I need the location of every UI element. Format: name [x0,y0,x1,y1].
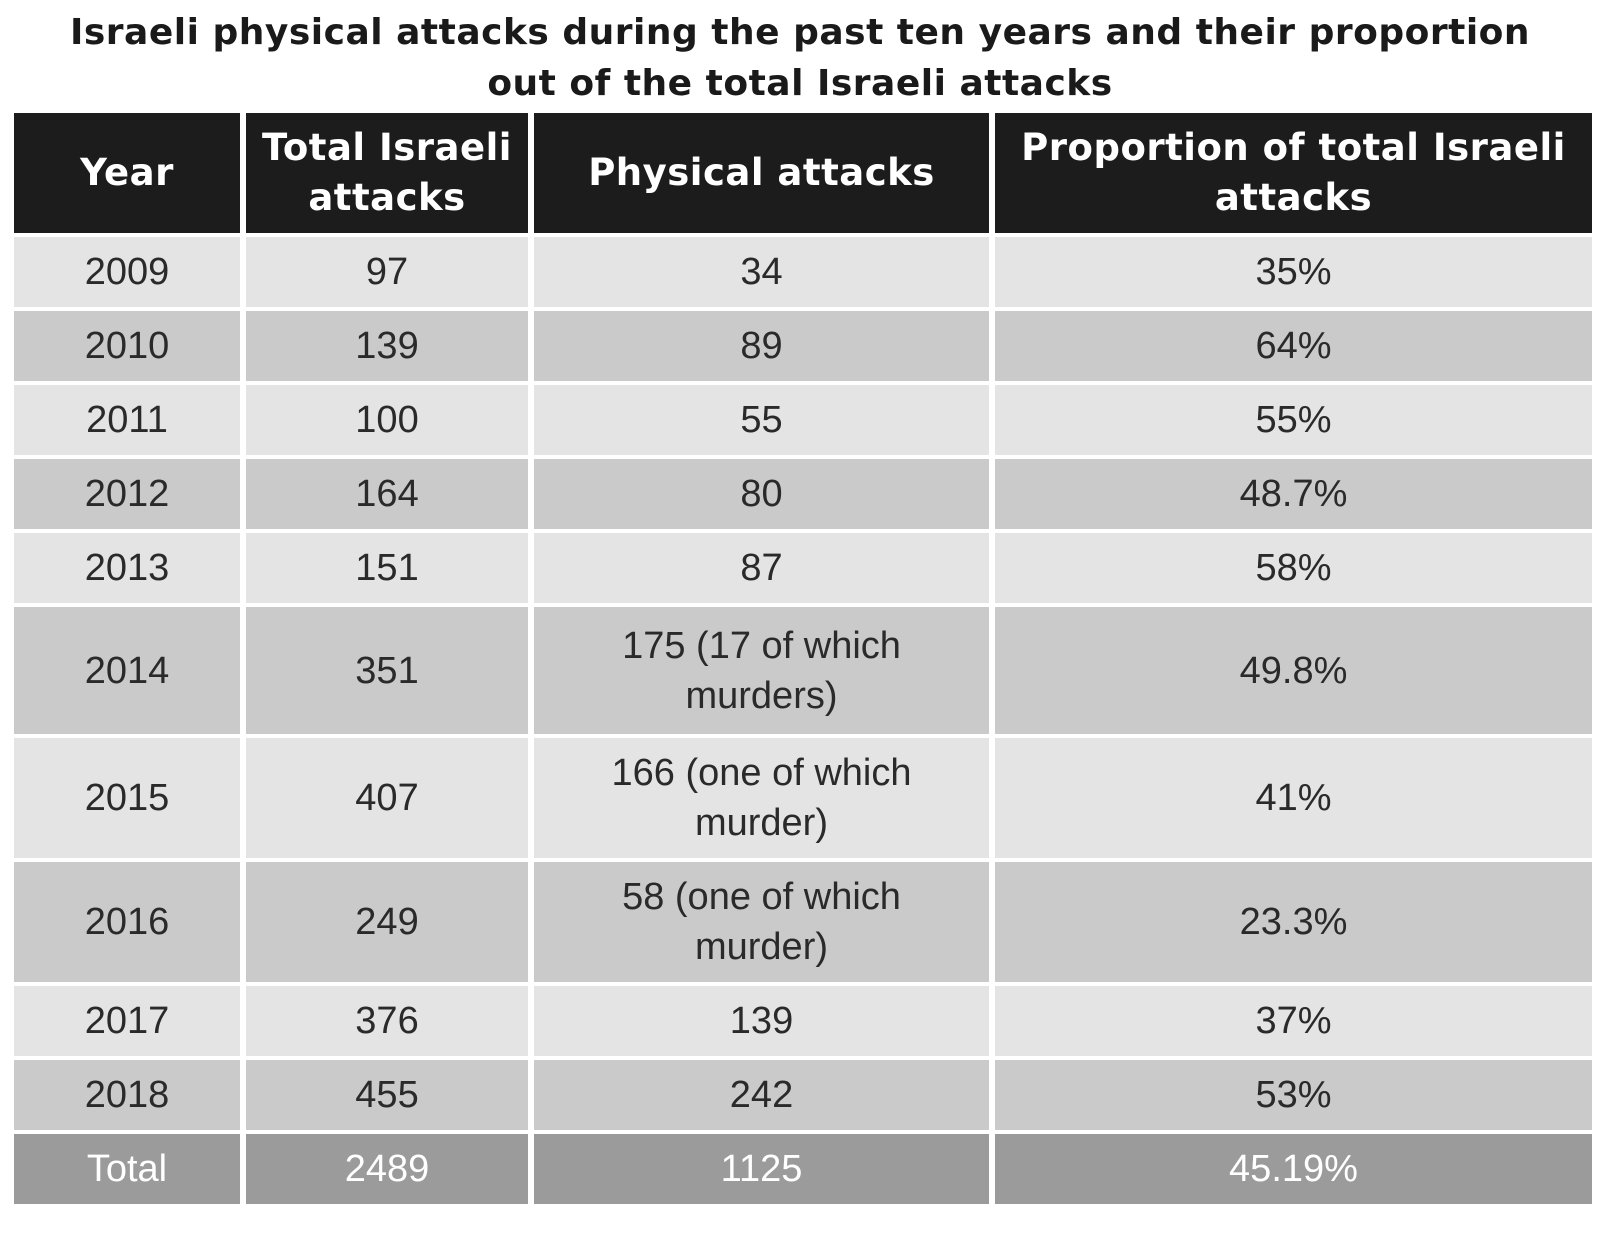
total-attacks-cell: 455 [246,1060,528,1130]
total-attacks-cell: 97 [246,237,528,307]
total-attacks-cell: 151 [246,533,528,603]
year-cell: 2011 [14,385,240,455]
year-cell: 2016 [14,862,240,982]
physical-attacks-cell: 139 [534,986,989,1056]
physical-attacks-cell: 58 (one of which murder) [534,862,989,982]
header-year: Year [14,113,240,233]
header-total-attacks: Total Israeli attacks [246,113,528,233]
physical-attacks-cell: 175 (17 of which murders) [534,607,989,734]
proportion-cell: 35% [995,237,1592,307]
header-proportion: Proportion of total Israeli attacks [995,113,1592,233]
year-cell: 2012 [14,459,240,529]
header-physical-attacks: Physical attacks [534,113,989,233]
year-cell: 2010 [14,311,240,381]
proportion-cell: 48.7% [995,459,1592,529]
total-proportion-cell: 45.19% [995,1134,1592,1204]
total-attacks-cell: 407 [246,738,528,858]
proportion-cell: 37% [995,986,1592,1056]
proportion-cell: 55% [995,385,1592,455]
physical-attacks-cell: 80 [534,459,989,529]
proportion-cell: 41% [995,738,1592,858]
physical-attacks-cell: 87 [534,533,989,603]
total-attacks-cell: 100 [246,385,528,455]
proportion-cell: 23.3% [995,862,1592,982]
page-title: Israeli physical attacks during the past… [0,0,1600,115]
total-total-attacks-cell: 2489 [246,1134,528,1204]
total-year-cell: Total [14,1134,240,1204]
proportion-cell: 53% [995,1060,1592,1130]
total-attacks-cell: 351 [246,607,528,734]
attacks-table: Year Total Israeli attacks Physical atta… [14,113,1594,1204]
proportion-cell: 49.8% [995,607,1592,734]
year-cell: 2014 [14,607,240,734]
total-attacks-cell: 139 [246,311,528,381]
physical-attacks-cell: 34 [534,237,989,307]
year-cell: 2017 [14,986,240,1056]
year-cell: 2009 [14,237,240,307]
title-line-2: out of the total Israeli attacks [487,62,1113,104]
total-attacks-cell: 376 [246,986,528,1056]
physical-attacks-cell: 242 [534,1060,989,1130]
proportion-cell: 64% [995,311,1592,381]
total-attacks-cell: 164 [246,459,528,529]
physical-attacks-cell: 166 (one of which murder) [534,738,989,858]
year-cell: 2015 [14,738,240,858]
physical-attacks-cell: 55 [534,385,989,455]
proportion-cell: 58% [995,533,1592,603]
year-cell: 2013 [14,533,240,603]
total-physical-attacks-cell: 1125 [534,1134,989,1204]
physical-attacks-cell: 89 [534,311,989,381]
year-cell: 2018 [14,1060,240,1130]
title-line-1: Israeli physical attacks during the past… [69,11,1531,53]
total-attacks-cell: 249 [246,862,528,982]
